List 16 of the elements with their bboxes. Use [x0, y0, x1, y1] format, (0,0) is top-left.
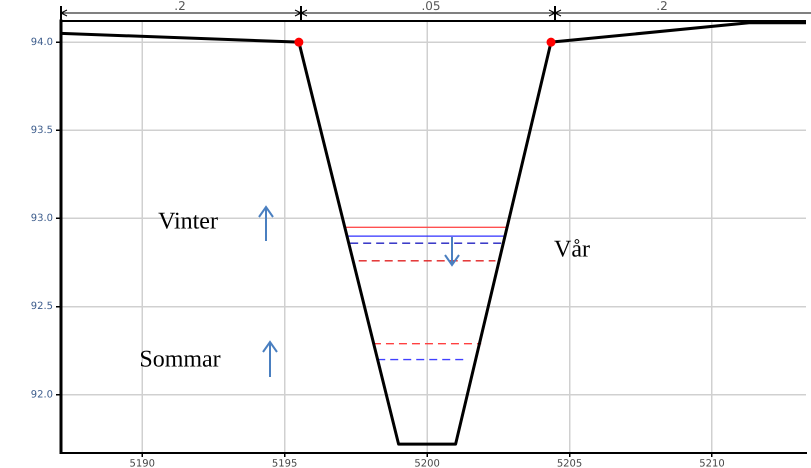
annotation: Vinter	[158, 208, 218, 234]
annotation: Sommar	[139, 346, 221, 372]
y-tick-label: 92.5	[30, 301, 53, 312]
y-tick-label: 93.5	[30, 124, 53, 136]
x-tick-label: 5190	[129, 458, 155, 468]
text: .2	[656, 0, 668, 14]
y-tick-label: 92.0	[30, 389, 53, 400]
text: .2	[174, 0, 186, 14]
y-tick-label: 93.0	[30, 213, 53, 224]
x-tick-label: 5205	[556, 458, 582, 468]
text: .05	[421, 0, 441, 14]
y-tick-label: 94.0	[30, 36, 53, 48]
x-tick-label: 5195	[272, 458, 298, 468]
x-tick-label: 5210	[699, 458, 725, 468]
x-tick-label: 5200	[414, 458, 440, 468]
annotation: Vår	[554, 236, 590, 262]
